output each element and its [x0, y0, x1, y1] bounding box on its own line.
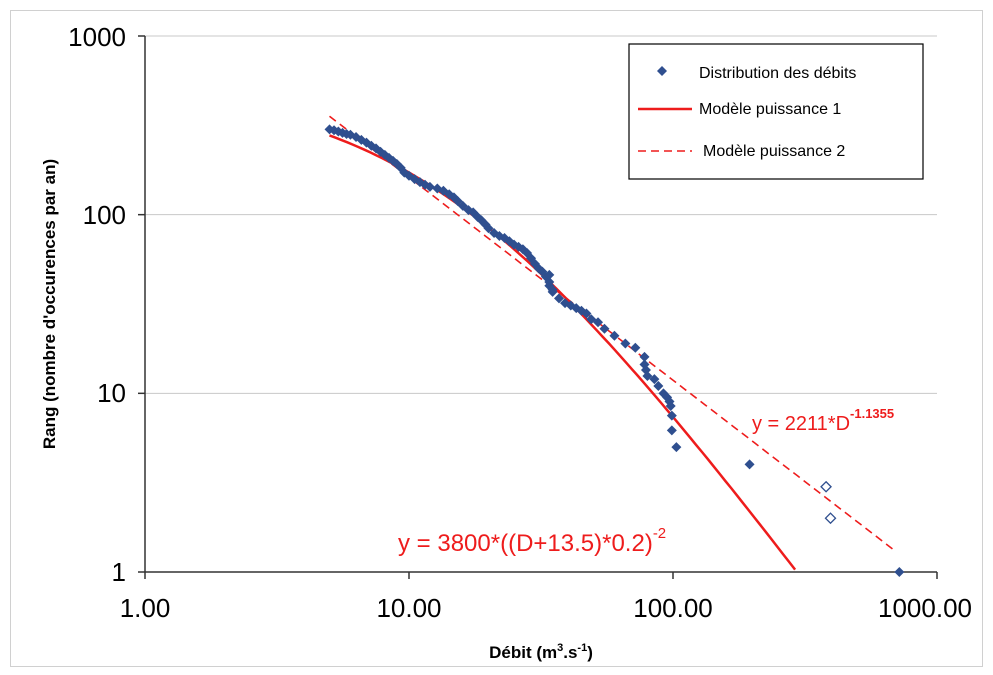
model-lines: [329, 115, 897, 571]
legend-diamond-marker: [657, 66, 667, 76]
data-point: [547, 284, 558, 295]
data-point: [642, 371, 653, 382]
data-points: [324, 124, 905, 577]
y-tick-label: 100: [83, 200, 126, 230]
data-point: [593, 317, 604, 328]
legend-label: Modèle puissance 2: [703, 143, 845, 160]
x-tick-label: 1000.00: [878, 593, 972, 623]
x-axis-title: Débit (m3.s-1): [489, 642, 593, 662]
data-point: [630, 342, 641, 353]
data-point: [483, 223, 494, 234]
y-tick-label: 1000: [68, 22, 126, 52]
data-point: [544, 276, 555, 287]
data-point-open: [824, 512, 837, 525]
data-point: [609, 330, 620, 341]
data-point: [671, 442, 682, 453]
data-point: [894, 567, 905, 577]
model-1-equation: y = 3800*((D+13.5)*0.2)-2: [398, 525, 666, 557]
y-tick-label: 10: [97, 378, 126, 408]
x-tick-labels: 1.00 10.00 100.00 1000.00: [120, 593, 972, 623]
y-tick-labels: 1 10 100 1000: [68, 22, 126, 587]
legend: Distribution des débits Modèle puissance…: [628, 43, 924, 180]
legend-box: [628, 43, 924, 180]
y-axis-title: Rang (nombre d'occurences par an): [40, 159, 59, 449]
data-point: [649, 374, 660, 385]
model-puissance-1-line: [329, 134, 797, 571]
axes: [144, 36, 937, 573]
model-2-equation: y = 2211*D-1.1355: [752, 406, 894, 435]
data-point: [665, 400, 676, 411]
data-point: [639, 351, 650, 362]
legend-label: Modèle puissance 1: [699, 101, 841, 118]
data-point: [504, 236, 515, 247]
x-tick-label: 10.00: [376, 593, 441, 623]
data-point-open: [820, 480, 832, 493]
gridlines: [145, 35, 937, 394]
chart-frame: [10, 10, 983, 667]
data-point: [554, 293, 565, 304]
legend-label: Distribution des débits: [699, 65, 856, 82]
data-point: [599, 323, 610, 334]
data-point: [424, 181, 435, 192]
data-point: [666, 410, 677, 421]
y-tick-label: 1: [112, 557, 126, 587]
data-point: [653, 380, 664, 391]
data-point: [620, 338, 631, 349]
data-point: [544, 269, 555, 280]
x-tick-label: 1.00: [120, 593, 171, 623]
x-tick-label: 100.00: [633, 593, 713, 623]
data-point: [666, 425, 677, 436]
data-point: [744, 459, 755, 470]
data-point: [581, 308, 592, 319]
tick-marks: [138, 35, 938, 579]
